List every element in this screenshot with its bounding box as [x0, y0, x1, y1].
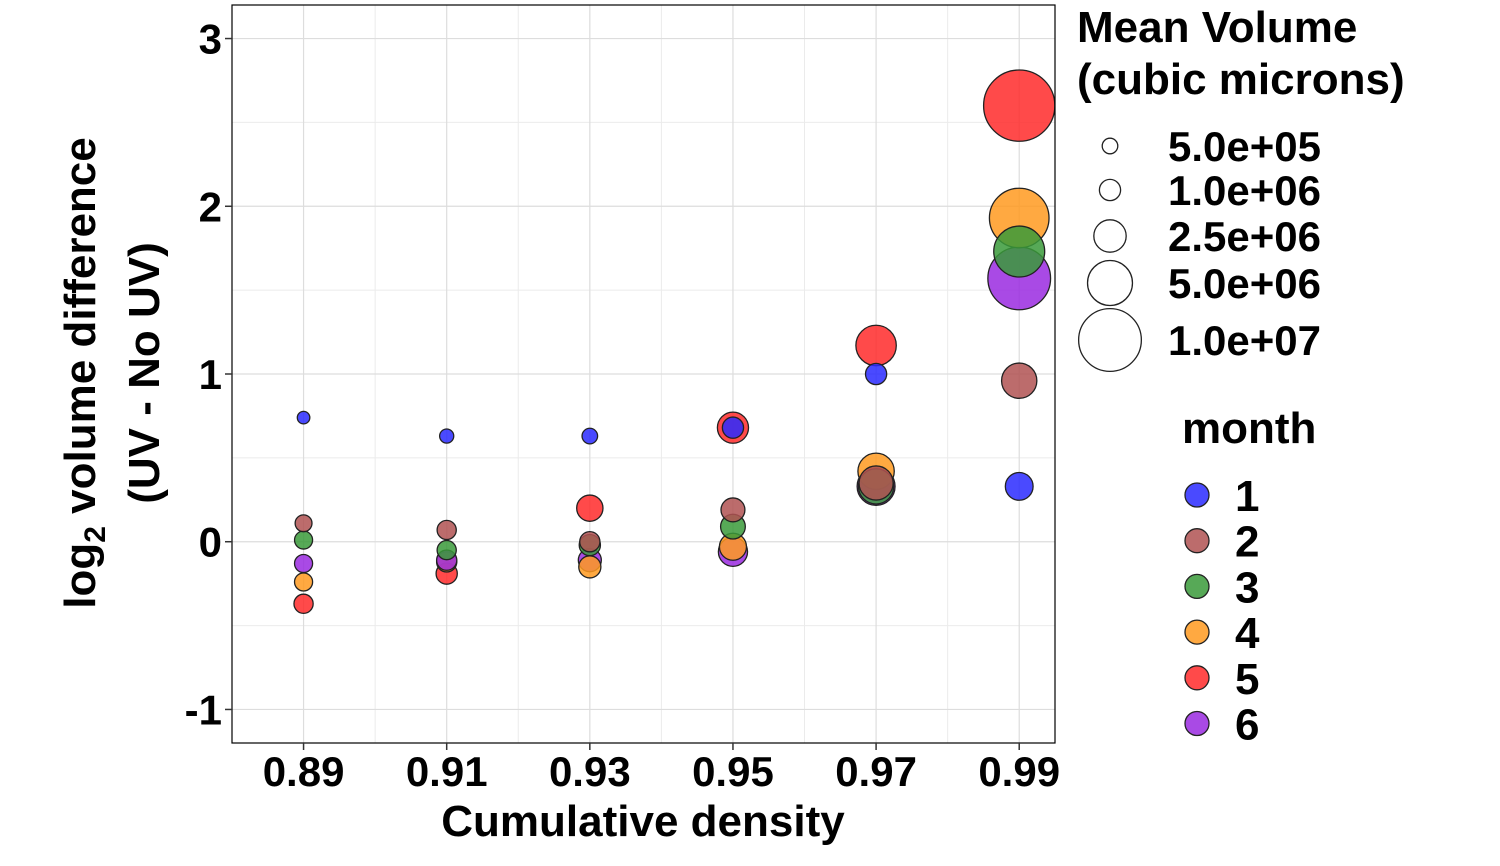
color-legend-key	[1184, 710, 1210, 737]
y-axis-title: log2 volume difference (UV - No UV)	[56, 137, 169, 608]
size-legend-key	[1077, 307, 1143, 373]
y-axis-title-line2: (UV - No UV)	[120, 242, 169, 504]
size-legend-title-line1: Mean Volume	[1077, 3, 1357, 52]
y-axis-title-line1: log2 volume difference	[56, 137, 112, 608]
data-point-month-2	[436, 519, 457, 541]
color-legend-title: month	[1182, 404, 1316, 453]
x-tick-label: 0.95	[692, 748, 774, 795]
color-legend-key	[1184, 482, 1210, 508]
x-tick-label: 0.97	[835, 748, 917, 795]
data-point-month-5	[293, 593, 314, 615]
data-point-month-4	[293, 572, 314, 592]
size-legend-label: 1.0e+06	[1168, 167, 1321, 214]
data-point-month-3	[293, 530, 314, 550]
size-legend-key	[1101, 137, 1119, 155]
y-tick-label: -1	[185, 686, 222, 733]
x-axis-ticks: 0.89 0.91 0.93 0.95 0.97 0.99	[263, 743, 1060, 795]
color-legend-label: 3	[1235, 563, 1259, 612]
color-legend-label: 5	[1235, 655, 1259, 704]
color-legend-label: 1	[1235, 472, 1259, 521]
size-legend-label: 5.0e+05	[1168, 123, 1321, 170]
data-point-month-3	[993, 225, 1046, 278]
size-legend: Mean Volume (cubic microns) 5.0e+051.0e+…	[1077, 3, 1405, 373]
y-axis-title-log: log	[56, 543, 105, 609]
data-point-month-2	[858, 465, 894, 501]
color-legend-label: 6	[1235, 701, 1259, 750]
x-axis-title: Cumulative density	[441, 797, 845, 846]
x-tick-label: 0.93	[549, 748, 631, 795]
data-point-month-4	[578, 555, 602, 579]
data-point-month-2	[1000, 362, 1038, 399]
color-legend-label: 2	[1235, 518, 1259, 567]
data-points	[293, 69, 1056, 615]
size-legend-title-line2: (cubic microns)	[1077, 55, 1405, 104]
data-point-month-2	[294, 514, 313, 533]
data-point-month-1	[438, 428, 455, 444]
color-legend-label: 4	[1235, 609, 1260, 658]
color-legend-key	[1184, 619, 1210, 645]
size-legend-label: 5.0e+06	[1168, 260, 1321, 307]
data-point-month-1	[864, 362, 888, 386]
data-point-month-1	[296, 410, 311, 425]
color-legend-key	[1184, 573, 1210, 600]
size-legend-label: 1.0e+07	[1168, 317, 1321, 364]
data-point-month-1	[1004, 471, 1034, 501]
data-point-month-2	[720, 497, 746, 523]
y-tick-label: 0	[199, 519, 222, 566]
data-point-month-5	[982, 69, 1056, 142]
y-tick-label: 2	[199, 183, 222, 230]
color-legend-key	[1184, 528, 1210, 554]
data-point-month-1	[581, 427, 599, 445]
data-point-month-2	[579, 530, 601, 553]
x-tick-label: 0.89	[263, 748, 345, 795]
y-tick-label: 1	[199, 351, 222, 398]
x-tick-label: 0.99	[978, 748, 1060, 795]
data-point-month-1	[721, 416, 745, 439]
y-axis-title-subscript: 2	[79, 526, 112, 543]
size-legend-key	[1086, 259, 1134, 307]
size-legend-key	[1093, 219, 1127, 253]
y-axis-title-rest: volume difference	[56, 137, 105, 526]
x-tick-label: 0.91	[406, 748, 488, 795]
size-legend-key	[1098, 178, 1122, 202]
y-axis-ticks: -1 0 1 2 3	[185, 16, 232, 733]
data-point-month-5	[576, 494, 604, 522]
color-legend-key	[1184, 665, 1210, 691]
size-legend-entries: 5.0e+051.0e+062.5e+065.0e+06 1.0e+07	[1077, 123, 1321, 373]
data-point-month-6	[293, 553, 314, 574]
data-point-month-5	[855, 324, 897, 367]
size-legend-label: 2.5e+06	[1168, 213, 1321, 260]
data-point-month-3	[436, 539, 457, 561]
y-tick-label: 3	[199, 16, 222, 63]
